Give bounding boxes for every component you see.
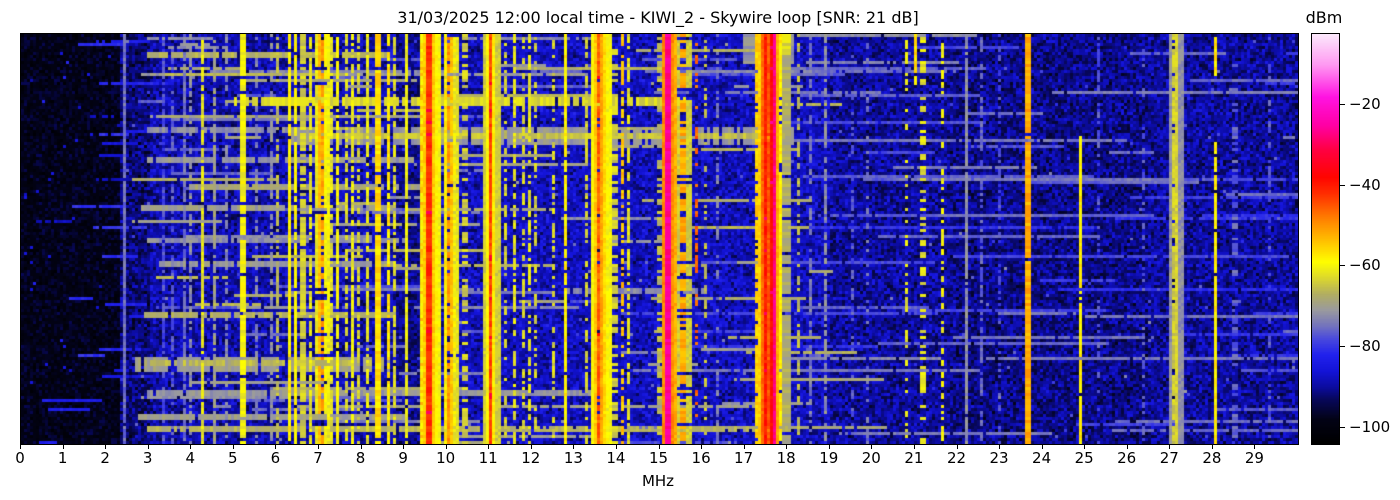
x-tick-mark (1211, 445, 1213, 449)
x-tick-label: 9 (398, 449, 408, 467)
x-tick-mark (999, 445, 1000, 449)
x-tick-label: 29 (1244, 449, 1264, 467)
x-tick-mark (871, 445, 873, 449)
x-tick-mark (1254, 445, 1256, 449)
x-tick-label: 11 (478, 449, 498, 467)
x-tick-label: 28 (1202, 449, 1222, 467)
colorbar-tick-mark (1340, 346, 1345, 348)
x-tick-mark (1169, 445, 1171, 449)
x-tick-label: 15 (648, 449, 669, 467)
x-tick-mark (105, 445, 107, 449)
figure-title: 31/03/2025 12:00 local time - KIWI_2 - S… (397, 8, 919, 27)
x-tick-mark (147, 445, 149, 449)
x-tick-mark (913, 445, 915, 449)
x-tick-mark (488, 445, 490, 449)
x-tick-label: 17 (734, 449, 754, 467)
x-tick-label: 22 (946, 449, 967, 467)
x-tick-mark (190, 445, 192, 449)
x-tick-mark (530, 445, 532, 449)
colorbar-title: dBm (1305, 8, 1343, 27)
x-tick-label: 10 (436, 449, 456, 467)
spectrogram-canvas (21, 34, 1298, 444)
colorbar-tick-mark (1340, 184, 1345, 186)
x-tick-label: 25 (1074, 449, 1094, 467)
colorbar-canvas (1312, 34, 1339, 444)
x-tick-label: 12 (521, 449, 541, 467)
x-tick-label: 21 (904, 449, 924, 467)
x-tick-label: 24 (1032, 449, 1052, 467)
x-axis-title: MHz (641, 472, 675, 490)
x-tick-mark (1041, 445, 1043, 449)
colorbar-tick-mark (1340, 426, 1345, 428)
x-tick-mark (701, 445, 703, 449)
x-tick-mark (573, 445, 575, 449)
x-tick-mark (786, 445, 788, 449)
x-tick-label: 23 (989, 449, 1009, 467)
x-tick-label: 27 (1159, 449, 1179, 467)
colorbar-tick-label: −60 (1349, 256, 1381, 275)
colorbar (1311, 33, 1340, 445)
x-tick-mark (20, 445, 21, 449)
plot-area (20, 33, 1299, 445)
colorbar-tick-mark (1340, 265, 1345, 267)
x-tick-mark (232, 445, 234, 449)
colorbar-tick-label: −20 (1349, 94, 1381, 113)
x-tick-label: 20 (861, 449, 881, 467)
x-tick-label: 7 (313, 449, 323, 467)
x-tick-label: 8 (355, 449, 366, 467)
x-tick-label: 2 (100, 449, 110, 467)
x-tick-label: 1 (57, 449, 68, 467)
colorbar-tick-label: −100 (1349, 417, 1391, 436)
x-tick-label: 13 (563, 449, 583, 467)
x-tick-mark (658, 445, 660, 449)
x-tick-mark (956, 445, 958, 449)
x-tick-mark (318, 445, 319, 449)
x-tick-mark (62, 445, 64, 449)
colorbar-tick-label: −80 (1349, 337, 1381, 356)
x-tick-label: 18 (776, 449, 796, 467)
x-tick-mark (615, 445, 617, 449)
x-tick-mark (445, 445, 447, 449)
colorbar-tick-label: −40 (1349, 175, 1381, 194)
x-tick-mark (828, 445, 830, 449)
x-tick-label: 0 (15, 449, 25, 467)
x-tick-label: 3 (142, 449, 153, 467)
x-tick-label: 14 (606, 449, 626, 467)
x-tick-label: 16 (691, 449, 711, 467)
x-tick-label: 19 (819, 449, 839, 467)
x-tick-label: 6 (270, 449, 281, 467)
x-tick-mark (360, 445, 362, 449)
x-tick-label: 5 (228, 449, 238, 467)
x-tick-mark (275, 445, 277, 449)
x-tick-label: 26 (1117, 449, 1137, 467)
x-tick-mark (1126, 445, 1128, 449)
x-tick-label: 4 (185, 449, 196, 467)
x-tick-mark (403, 445, 405, 449)
x-tick-mark (1084, 445, 1086, 449)
colorbar-tick-mark (1340, 103, 1345, 105)
x-tick-mark (743, 445, 745, 449)
